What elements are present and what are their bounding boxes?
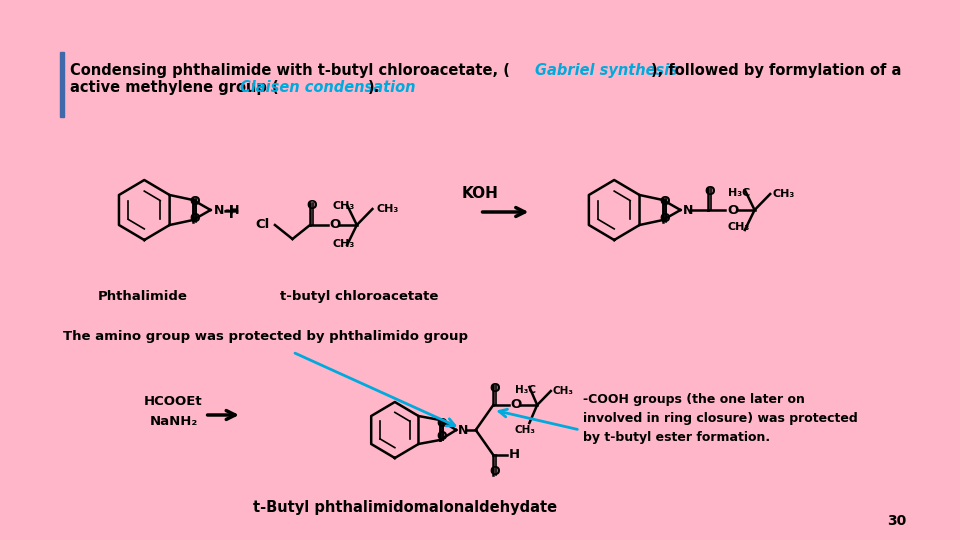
Text: CH₃: CH₃ [332,239,354,249]
Text: CH₃: CH₃ [332,201,354,211]
Text: t-Butyl phthalimidomalonaldehydate: t-Butyl phthalimidomalonaldehydate [252,500,557,515]
Text: O: O [660,212,670,225]
Text: O: O [490,382,500,395]
Text: O: O [189,195,200,208]
Text: O: O [329,219,341,232]
Text: HCOOEt: HCOOEt [144,395,203,408]
Text: O: O [490,465,500,478]
Text: +: + [222,202,240,222]
Bar [60,52,64,117]
Text: t-butyl chloroacetate: t-butyl chloroacetate [279,290,438,303]
Text: O: O [436,417,446,430]
Text: ).: ). [368,80,380,95]
Text: H₃C: H₃C [515,385,536,395]
Text: The amino group was protected by phthalimido group: The amino group was protected by phthali… [63,330,468,343]
Text: H₃C: H₃C [728,188,750,198]
Text: O: O [728,204,738,217]
Text: N: N [458,423,468,436]
Text: H: H [509,449,520,462]
Text: CH₃: CH₃ [515,425,536,435]
Text: N: N [683,204,693,217]
Text: active methylene group (: active methylene group ( [70,80,278,95]
Text: O: O [189,212,200,225]
Text: N: N [213,204,224,217]
Text: 30: 30 [887,514,906,528]
Text: O: O [660,195,670,208]
Text: Cl: Cl [255,219,270,232]
Text: Condensing phthalimide with t-butyl chloroacetate, (: Condensing phthalimide with t-butyl chlo… [70,63,510,78]
Text: -H: -H [225,205,240,218]
Text: CH₃: CH₃ [728,222,750,232]
Text: CH₃: CH₃ [772,189,794,199]
Text: -COOH groups (the one later on
involved in ring closure) was protected
by t-buty: -COOH groups (the one later on involved … [583,393,857,444]
Text: Phthalimide: Phthalimide [98,290,187,303]
Text: Claisen condensation: Claisen condensation [240,80,416,95]
Text: CH₃: CH₃ [376,204,398,214]
Text: O: O [436,430,446,443]
Text: ), followed by formylation of a: ), followed by formylation of a [651,63,901,78]
Text: O: O [306,199,317,212]
Text: CH₃: CH₃ [553,386,574,396]
Text: KOH: KOH [461,186,498,201]
Text: O: O [510,399,521,411]
Text: Gabriel synthesis: Gabriel synthesis [536,63,678,78]
Text: O: O [704,185,714,198]
Text: NaNH₂: NaNH₂ [150,415,198,428]
